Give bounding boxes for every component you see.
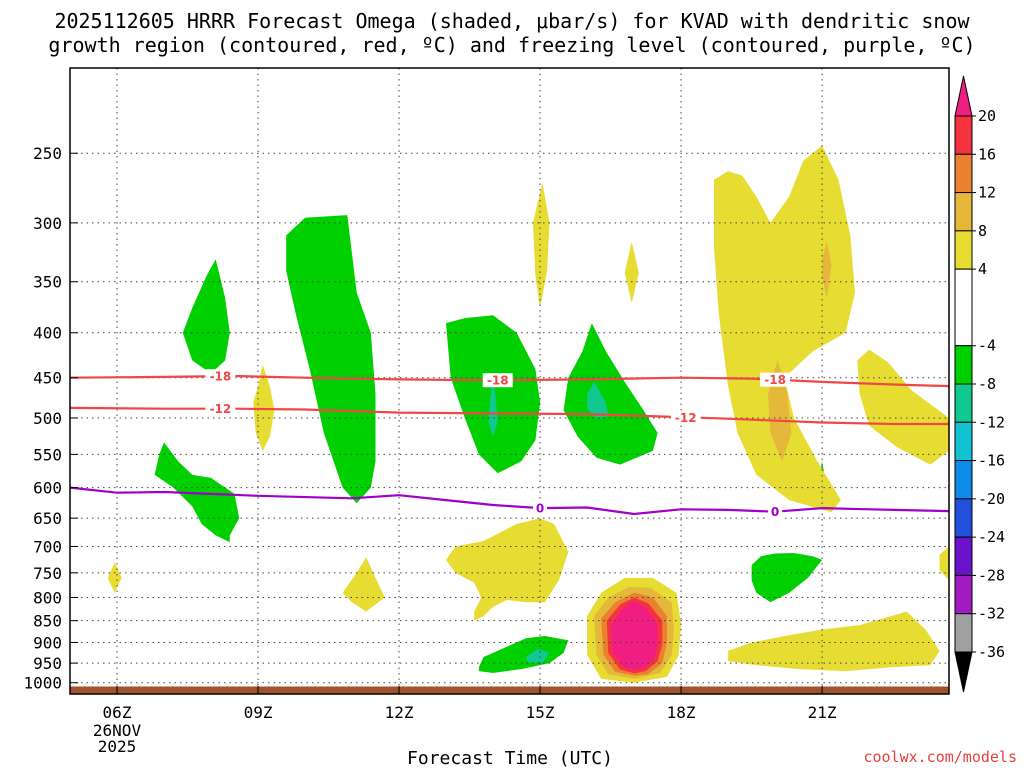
colorbar-label--8: -8 [978,375,996,393]
colorbar-segment--36--32 [954,613,973,653]
y-tick-label-550: 550 [33,445,62,464]
contour-label-dendritic-minus-12-0: -12 [210,402,232,416]
omega-region-downward-14 [533,182,550,309]
colorbar-label--20: -20 [978,490,1005,508]
x-tick-label-12: 12Z [385,703,414,722]
omega-region-downward-19 [939,546,949,581]
chart-title-line-1: 2025112605 HRRR Forecast Omega (shaded, … [54,9,970,33]
colorbar-bottom-arrow [954,651,973,693]
credit-link[interactable]: coolwx.com/models [863,748,1017,766]
colorbar-label-12: 12 [978,184,996,202]
omega-region-upward-10 [526,648,550,664]
x-tick-sublabel-0: 26NOV [93,721,142,740]
colorbar-segment--32--28 [954,574,973,615]
y-tick-label-700: 700 [33,537,62,556]
omega-region-upward-4 [488,377,498,437]
contour-label-freezing-level-0-0: 0 [536,502,544,516]
colorbar-segment--16--12 [954,421,973,462]
colorbar-label-4: 4 [978,260,987,278]
omega-region-downward-20 [728,611,940,672]
omega-region-upward-0 [182,259,230,374]
x-tick-label-21: 21Z [808,703,837,722]
colorbar-label--28: -28 [978,566,1005,584]
colorbar-label--24: -24 [978,528,1005,546]
contour-label-bg-dendritic-minus-18-1 [482,373,513,388]
colorbar-segment--12--8 [954,383,973,423]
contour-label-dendritic-minus-18-1: -18 [487,374,509,388]
colorbar-label--36: -36 [978,643,1005,661]
colorbar-segment--4-4 [954,268,973,347]
colorbar: 20 16 12 8 4 -4 -8 -12 -16 -20 -24 -28 -32 -36 [954,75,1005,693]
y-axis: 250 300 350 400 450 500 550 600 650 700 750 800 850 9… [23,144,78,693]
y-tick-label-950: 950 [33,654,62,673]
x-tick-sublabel-1: 2025 [98,737,137,756]
ground-terrain [70,686,949,694]
y-tick-label-350: 350 [33,273,62,292]
contour-label-dendritic-minus-18-0: -18 [210,370,232,384]
y-tick-label-300: 300 [33,214,62,233]
contour-label-dendritic-minus-18-2: -18 [764,373,786,387]
colorbar-label-16: 16 [978,145,996,163]
omega-region-upward-1 [286,215,376,504]
y-tick-label-450: 450 [33,369,62,388]
colorbar-segment--24--20 [954,498,973,538]
colorbar-label-20: 20 [978,107,996,125]
y-tick-label-800: 800 [33,588,62,607]
x-axis-title: Forecast Time (UTC) [407,748,613,768]
omega-region-upward-5 [563,323,658,465]
grid-layer [70,68,949,694]
colorbar-label--16: -16 [978,452,1005,470]
x-tick-label-15: 15Z [526,703,555,722]
contour-label-bg-dendritic-minus-18-0 [205,369,236,384]
colorbar-segment-8-12 [954,192,973,232]
contour-label-bg-freezing-level-0-1 [768,504,783,519]
omega-region-downward-17 [857,349,949,465]
omega-region-downward-27 [610,601,658,671]
y-tick-label-1000: 1000 [23,674,62,693]
omega-region-downward-15 [624,241,639,303]
chart-title-line-2: growth region (contoured, red, ºC) and f… [48,33,975,57]
colorbar-segment-4-8 [954,230,973,270]
colorbar-label--32: -32 [978,605,1005,623]
omega-region-downward-11 [253,364,275,451]
omega-region-downward-16 [714,145,855,513]
y-tick-label-400: 400 [33,324,62,343]
contour-label-dendritic-minus-12-1: -12 [675,411,697,425]
contour-label-bg-dendritic-minus-12-0 [205,401,236,416]
x-tick-label-6: 06Z [103,703,132,722]
colorbar-segment-12-16 [954,153,973,194]
colorbar-top-arrow [954,75,973,117]
colorbar-label--4: -4 [978,337,996,355]
x-tick-label-9: 09Z [244,703,273,722]
plot-frame [69,67,950,695]
omega-region-downward-21 [822,241,832,298]
omega-region-downward-18 [446,518,569,621]
y-tick-label-250: 250 [33,144,62,163]
omega-region-downward-13 [342,557,385,612]
colorbar-label--12: -12 [978,413,1005,431]
y-tick-label-750: 750 [33,564,62,583]
contour-label-bg-dendritic-minus-12-1 [670,410,701,425]
x-tick-label-18: 18Z [667,703,696,722]
contour-label-freezing-level-0-1: 0 [771,505,779,519]
colorbar-segment-16-20 [954,115,973,155]
colorbar-segment--20--16 [954,460,973,500]
colorbar-label-8: 8 [978,222,987,240]
y-tick-label-500: 500 [33,409,62,428]
omega-region-upward-9 [478,636,569,673]
omega-region-downward-12 [107,562,122,593]
contour-label-bg-dendritic-minus-18-2 [760,372,791,387]
y-tick-label-850: 850 [33,612,62,631]
omega-region-upward-6 [587,381,609,418]
omega-region-upward-7 [751,553,823,603]
y-tick-label-650: 650 [33,509,62,528]
colorbar-segment--8--4 [954,345,973,385]
colorbar-segment--28--24 [954,536,973,576]
contour-layer: -18 -18 -18 -12 -12 0 0 [69,369,950,519]
y-tick-label-600: 600 [33,479,62,498]
contour-label-bg-freezing-level-0-0 [533,501,548,516]
y-tick-label-900: 900 [33,633,62,652]
